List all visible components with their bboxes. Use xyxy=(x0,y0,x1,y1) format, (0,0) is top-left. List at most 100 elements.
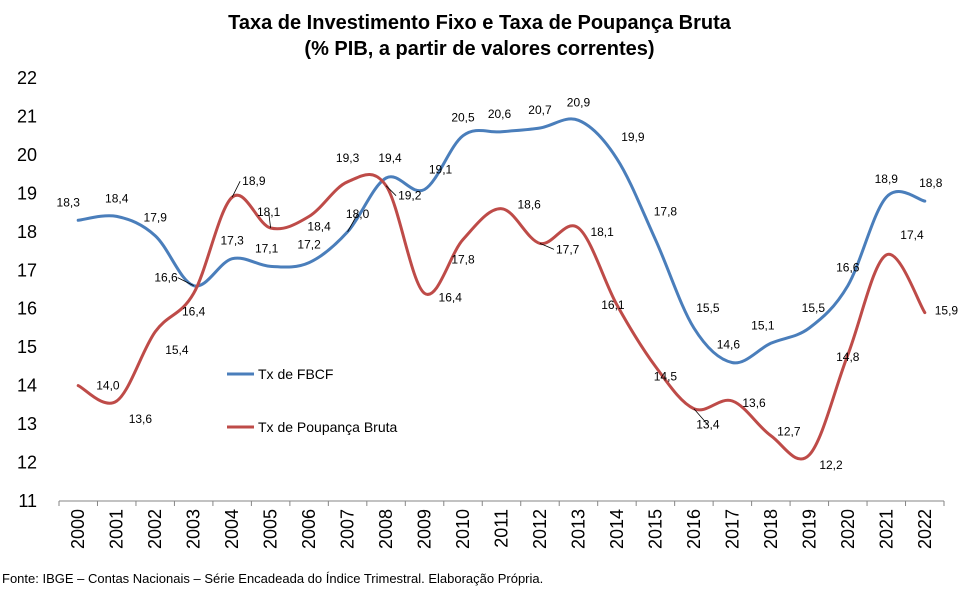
data-label: 19,1 xyxy=(429,163,453,177)
data-label-leader xyxy=(347,213,358,233)
data-label: 13,6 xyxy=(742,396,766,410)
x-tick-label: 2001 xyxy=(107,509,127,549)
x-tick-label: 2020 xyxy=(838,509,858,549)
data-label: 17,3 xyxy=(220,234,244,248)
data-label-leader xyxy=(268,211,272,229)
series-line-fbcf xyxy=(76,117,927,365)
data-label: 15,5 xyxy=(696,301,720,315)
data-label: 14,6 xyxy=(717,338,741,352)
data-label: 18,0 xyxy=(346,207,370,221)
data-label: 17,7 xyxy=(556,242,580,256)
x-tick-label: 2008 xyxy=(376,509,396,549)
data-label: 18,9 xyxy=(242,174,266,188)
data-label: 15,1 xyxy=(751,318,775,332)
data-label: 17,8 xyxy=(451,253,475,267)
x-tick-label: 2005 xyxy=(261,509,281,549)
x-tick-label: 2018 xyxy=(761,509,781,549)
data-label: 20,5 xyxy=(451,111,475,125)
y-tick-label: 22 xyxy=(17,68,37,88)
data-label: 19,3 xyxy=(336,151,360,165)
data-label: 18,1 xyxy=(590,225,614,239)
data-label: 19,4 xyxy=(378,151,402,165)
legend-label-fbcf: Tx de FBCF xyxy=(258,366,333,382)
data-label: 16,6 xyxy=(154,271,178,285)
data-label: 20,6 xyxy=(488,107,512,121)
data-label: 15,4 xyxy=(165,343,189,357)
title-line-1: Taxa de Investimento Fixo e Taxa de Poup… xyxy=(228,12,731,34)
data-label: 17,8 xyxy=(654,205,678,219)
data-label: 15,5 xyxy=(802,301,826,315)
source-note: Fonte: IBGE – Contas Nacionais – Série E… xyxy=(2,571,544,586)
data-label: 18,4 xyxy=(307,219,331,233)
data-labels-layer: 18,3 18,4 17,9 16,6 17,3 17,1 17,2 18,0 19,4 19,1… xyxy=(57,95,959,472)
y-tick-label: 15 xyxy=(17,337,37,357)
data-label: 20,9 xyxy=(567,95,591,109)
data-label: 20,7 xyxy=(528,103,552,117)
x-tick-label: 2007 xyxy=(338,509,358,549)
x-tick-label: 2010 xyxy=(453,509,473,549)
data-label: 18,1 xyxy=(257,205,281,219)
data-label: 15,9 xyxy=(935,304,959,318)
series-line-poupanca xyxy=(76,173,927,461)
x-tick-label: 2002 xyxy=(145,509,165,549)
data-label: 18,8 xyxy=(919,176,943,190)
y-tick-label: 16 xyxy=(17,299,37,319)
data-label: 18,6 xyxy=(518,198,542,212)
data-label: 19,2 xyxy=(398,189,422,203)
data-label: 14,8 xyxy=(836,350,860,364)
data-label: 18,9 xyxy=(875,172,899,186)
data-label: 12,7 xyxy=(777,425,801,439)
x-tick-label: 2004 xyxy=(222,509,242,549)
data-label: 13,4 xyxy=(696,418,720,432)
x-tick-label: 2013 xyxy=(568,509,588,549)
data-label-leader xyxy=(177,277,194,287)
series-layer xyxy=(76,117,927,461)
data-label: 16,4 xyxy=(439,290,463,304)
y-tick-label: 13 xyxy=(17,414,37,434)
x-tick-label: 2012 xyxy=(530,509,550,549)
x-tick-label: 2009 xyxy=(415,509,435,549)
data-label: 17,9 xyxy=(144,211,168,225)
x-tick-label: 2017 xyxy=(722,509,742,549)
y-tick-label: 12 xyxy=(17,453,37,473)
data-label: 17,1 xyxy=(255,241,279,255)
title-line-2: (% PIB, a partir de valores correntes) xyxy=(304,38,655,60)
x-tick-label: 2011 xyxy=(492,509,512,548)
data-label: 16,1 xyxy=(601,298,625,312)
x-tick-label: 2006 xyxy=(299,509,319,549)
x-tick-label: 2022 xyxy=(915,509,935,549)
data-label-leader xyxy=(231,181,241,198)
data-label: 18,4 xyxy=(105,191,129,205)
data-label: 17,4 xyxy=(900,228,924,242)
legend-label-poupanca: Tx de Poupança Bruta xyxy=(258,419,398,435)
x-tick-label: 2021 xyxy=(876,509,896,549)
x-tick-label: 2000 xyxy=(68,509,88,549)
data-label: 14,5 xyxy=(654,369,678,383)
data-label: 17,2 xyxy=(297,238,321,252)
y-tick-label: 19 xyxy=(17,183,37,203)
data-label: 13,6 xyxy=(129,412,153,426)
x-tick-label: 2016 xyxy=(684,509,704,549)
data-label: 18,3 xyxy=(57,195,81,209)
y-tick-label: 20 xyxy=(17,145,37,165)
x-tick-label: 2014 xyxy=(607,509,627,549)
x-tick-label: 2019 xyxy=(799,509,819,549)
data-label: 16,4 xyxy=(182,304,206,318)
data-label: 12,2 xyxy=(819,458,843,472)
y-tick-label: 11 xyxy=(18,491,37,511)
data-label-leader xyxy=(693,408,709,425)
y-tick-label: 14 xyxy=(17,376,37,396)
chart-title: Taxa de Investimento Fixo e Taxa de Poup… xyxy=(0,10,959,62)
y-tick-label: 18 xyxy=(17,222,37,242)
x-tick-label: 2003 xyxy=(184,509,204,549)
data-label: 16,6 xyxy=(836,261,860,275)
y-tick-label: 21 xyxy=(17,106,37,126)
data-label: 19,9 xyxy=(621,130,645,144)
y-tick-label: 17 xyxy=(17,260,37,280)
data-label: 14,0 xyxy=(96,379,120,393)
data-label-leader xyxy=(385,185,397,196)
x-tick-label: 2015 xyxy=(645,509,665,549)
legend: Tx de FBCF Tx de Poupança Bruta xyxy=(227,366,398,435)
